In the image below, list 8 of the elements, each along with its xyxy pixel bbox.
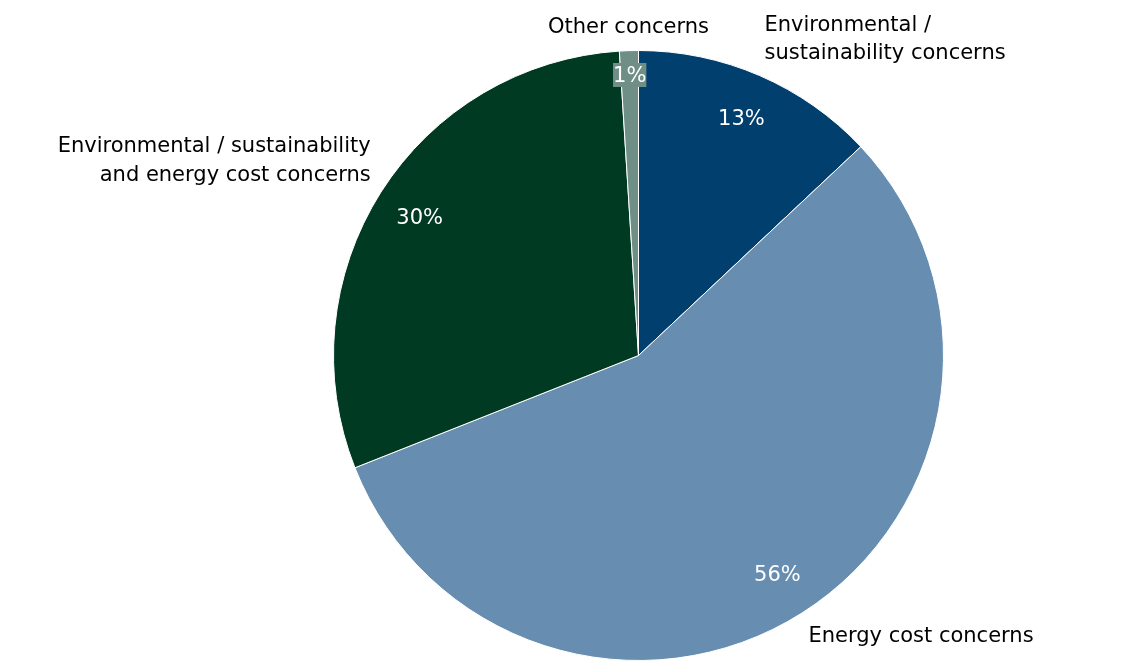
slice-label: Other concerns [548,14,710,39]
data-label: 56% [754,562,801,587]
slice-label: Energy cost concerns [808,623,1034,648]
data-label: 30% [396,204,443,229]
data-label: 13% [718,105,765,130]
slice-label: Environmental / sustainability and energy cost concerns [57,132,371,186]
slice-label: Environmental / sustainability concerns [764,11,1006,65]
data-label: 1% [613,63,647,88]
